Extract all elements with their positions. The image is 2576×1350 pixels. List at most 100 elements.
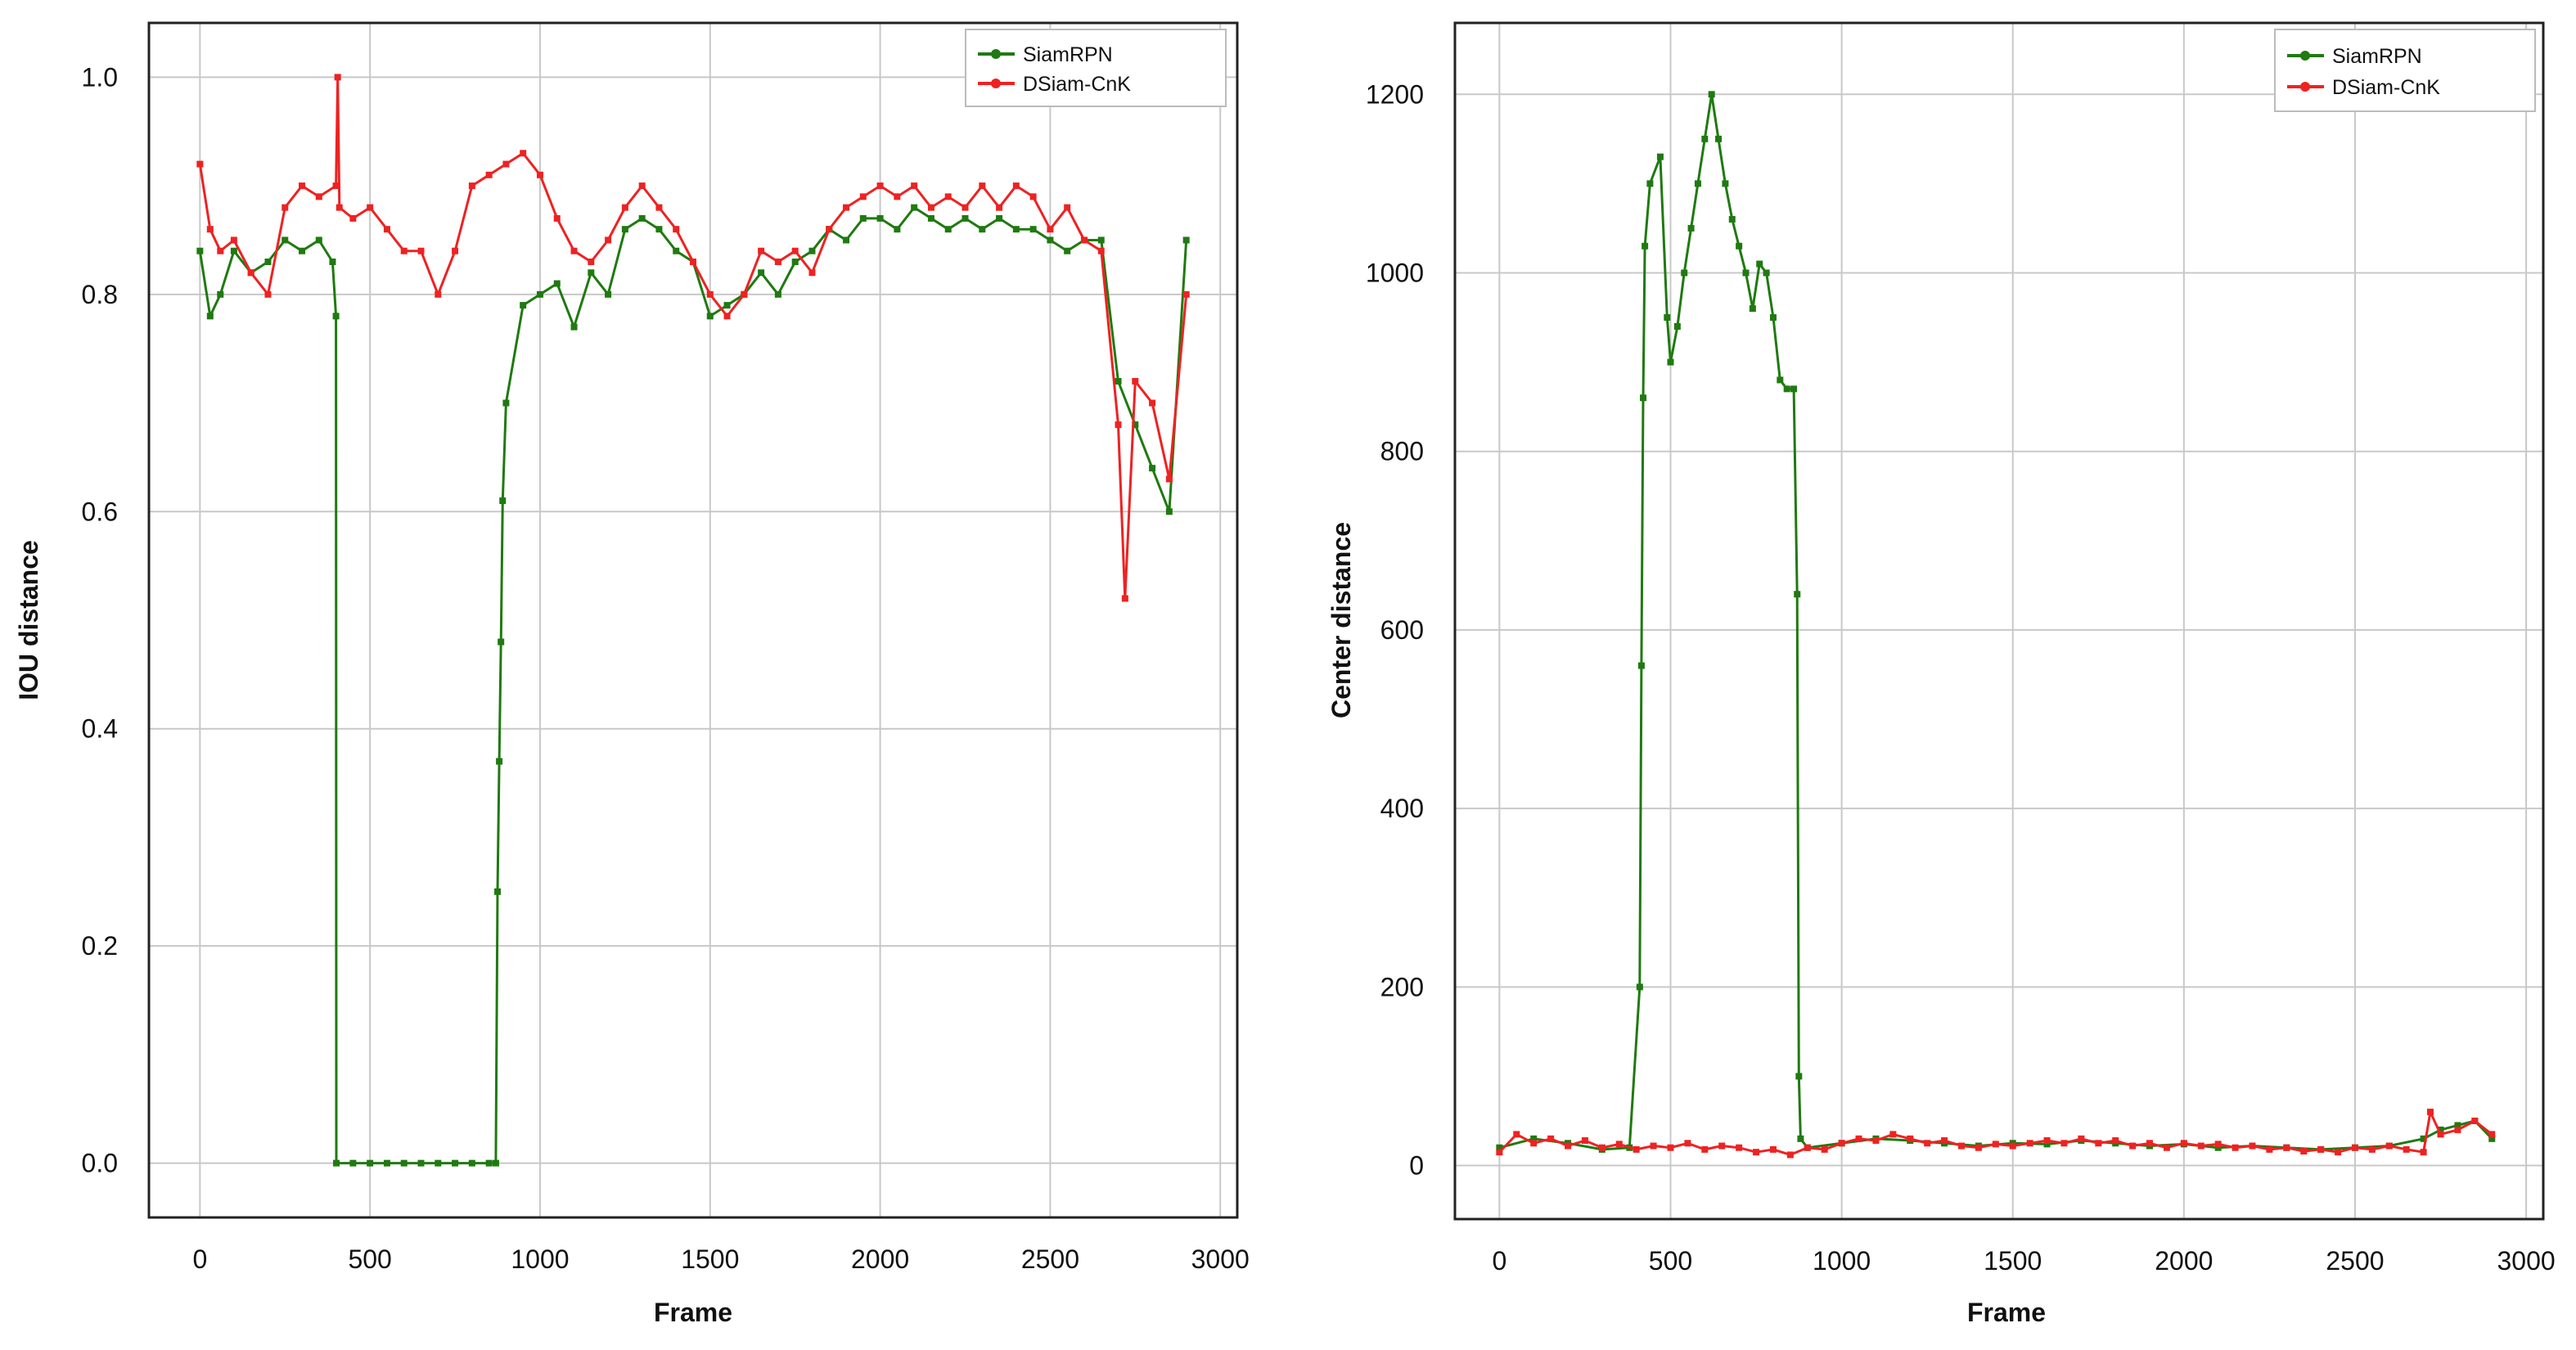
center-series-dsiam-point (1701, 1145, 1709, 1153)
center-series-siamrpn-point (1795, 1073, 1803, 1080)
center-series-dsiam-point (2214, 1141, 2222, 1148)
iou-series-dsiam-point (1132, 378, 1139, 385)
iou-series-siamrpn-point (894, 226, 901, 233)
center-series-dsiam-point (1941, 1136, 1948, 1144)
center-series-siamrpn-point (1637, 662, 1645, 669)
iou-series-dsiam-point (826, 226, 833, 233)
center-series-dsiam-point (2060, 1140, 2068, 1147)
center-series-dsiam-point (1786, 1151, 1794, 1159)
iou-series-siamrpn-point (332, 313, 340, 320)
iou-series-dsiam-point (741, 290, 748, 298)
center-grid (1455, 23, 2543, 1219)
iou-legend: SiamRPN DSiam-CnK (965, 29, 1227, 107)
center-series-dsiam-point (2163, 1144, 2170, 1151)
center-y-tick-label: 800 (1380, 437, 1424, 466)
iou-series-siamrpn-point (553, 280, 561, 287)
iou-series-dsiam-point (1080, 236, 1088, 244)
iou-series-siamrpn-point (1115, 378, 1122, 385)
center-x-tick-label: 1500 (1984, 1246, 2042, 1276)
center-series-siamrpn-point (1722, 180, 1729, 187)
iou-series-siamrpn-point (621, 226, 628, 233)
iou-series-dsiam-point (723, 313, 731, 320)
iou-series-siamrpn-point (1097, 236, 1105, 244)
iou-series-dsiam-point (605, 236, 612, 244)
iou-series-siamrpn-point (499, 497, 507, 504)
iou-series-siamrpn-point (570, 323, 578, 331)
iou-series-dsiam-point (281, 204, 289, 211)
center-series-dsiam-point (1667, 1144, 1674, 1151)
center-series-siamrpn-point (2488, 1135, 2496, 1142)
iou-series-siamrpn-point (706, 313, 714, 320)
iou-x-tick-label: 1000 (511, 1244, 569, 1274)
iou-series-dsiam-point (655, 204, 663, 211)
iou-series-siamrpn-point (605, 290, 612, 298)
center-x-tick-label: 3000 (2497, 1246, 2555, 1276)
center-series-dsiam-point (2078, 1135, 2085, 1142)
iou-x-tick-label: 0 (192, 1244, 207, 1274)
center-series-siamrpn-line (1499, 92, 2493, 1151)
iou-series-dsiam-point (553, 214, 561, 222)
iou-series-dsiam-point (485, 171, 493, 178)
iou-series-dsiam-point (336, 204, 343, 211)
iou-series-dsiam-point (367, 204, 374, 211)
iou-series-dsiam-point (206, 226, 214, 233)
iou-series-siamrpn-point (485, 1159, 493, 1167)
iou-series-dsiam-point (706, 290, 714, 298)
iou-series-siamrpn-point (758, 269, 765, 277)
iou-x-ticks: 0 500 1000 1500 2000 2500 3000 (192, 1244, 1249, 1274)
iou-series-dsiam-point (894, 193, 901, 200)
iou-legend-box (965, 29, 1227, 107)
iou-series-siamrpn-point (206, 313, 214, 320)
iou-series-siamrpn-point (349, 1159, 357, 1167)
center-series-siamrpn-point (1794, 591, 1801, 598)
iou-series-siamrpn-point (979, 226, 986, 233)
iou-series-siamrpn-point (791, 259, 799, 265)
center-series-dsiam-point (1957, 1142, 1965, 1150)
center-series-dsiam-point (2488, 1131, 2496, 1138)
iou-series-siamrpn-point (496, 758, 503, 765)
center-series-dsiam-point (2146, 1140, 2154, 1147)
center-y-axis-title: Center distance (1326, 522, 1356, 718)
iou-series-dsiam-point (502, 160, 510, 168)
center-legend-dsiam-marker (2300, 82, 2310, 92)
iou-series-dsiam-point (1115, 421, 1122, 429)
iou-series-dsiam-point (758, 247, 765, 254)
center-series-siamrpn-point (2043, 1141, 2051, 1148)
center-legend-dsiam-label: DSiam-CnK (2332, 76, 2440, 99)
iou-series-dsiam-point (217, 247, 224, 254)
iou-series-layer (196, 74, 1190, 1167)
center-series-dsiam-point (1718, 1142, 1726, 1150)
center-series-dsiam-point (2231, 1144, 2239, 1151)
center-x-tick-label: 0 (1492, 1246, 1506, 1276)
iou-series-dsiam-point (808, 269, 816, 277)
center-series-siamrpn-point (1715, 135, 1723, 142)
center-series-dsiam-point (1855, 1135, 1862, 1142)
center-series-siamrpn-point (1783, 385, 1790, 393)
iou-series-dsiam-point (332, 182, 340, 190)
center-legend-siamrpn-label: SiamRPN (2332, 45, 2422, 68)
center-series-dsiam-point (2283, 1144, 2290, 1151)
center-series-siamrpn-point (1642, 242, 1649, 250)
center-y-tick-label: 400 (1380, 794, 1424, 823)
center-series-dsiam-point (1615, 1141, 1623, 1148)
iou-series-siamrpn-point (417, 1159, 425, 1167)
center-series-dsiam-point (2437, 1131, 2444, 1138)
center-chart: 0 500 1000 1500 2000 2500 3000 0 200 400 600 800 10… (1326, 21, 2556, 1327)
iou-series-dsiam-point (791, 247, 799, 254)
iou-series-dsiam-point (315, 193, 322, 200)
iou-plot-frame (147, 21, 1239, 1219)
iou-series-dsiam-point (1029, 193, 1037, 200)
iou-series-siamrpn-point (876, 214, 884, 222)
center-series-dsiam-point (2426, 1109, 2434, 1116)
center-series-siamrpn-point (1664, 314, 1671, 322)
iou-x-tick-label: 1500 (681, 1244, 739, 1274)
iou-series-dsiam-point (1165, 475, 1173, 483)
iou-series-siamrpn-point (927, 214, 934, 222)
center-series-dsiam-point (2420, 1149, 2427, 1156)
center-series-siamrpn-point (1763, 269, 1770, 277)
iou-series-dsiam-line (198, 75, 1188, 600)
iou-series-dsiam-point (588, 259, 595, 265)
iou-series-siamrpn-line (198, 206, 1188, 1165)
iou-series-dsiam-point (452, 247, 459, 254)
iou-series-dsiam-point (979, 182, 986, 190)
